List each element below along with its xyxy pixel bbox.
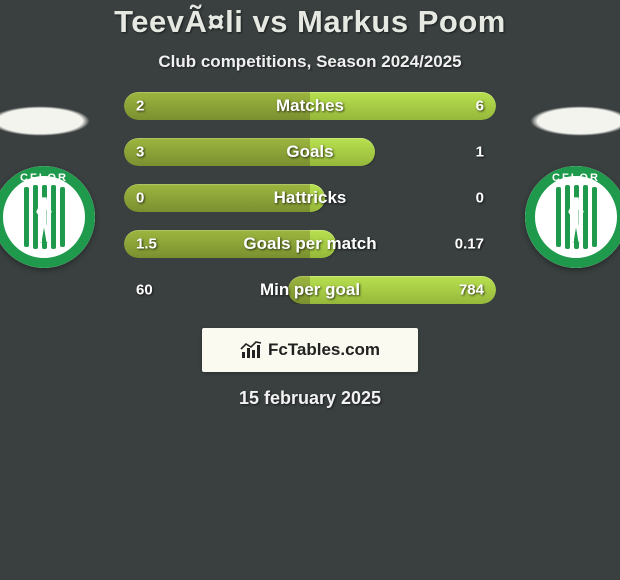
stat-bar: Matches26 (124, 92, 496, 120)
stat-bar-left-value: 0 (136, 190, 144, 207)
stat-bar-right-value: 6 (476, 98, 484, 115)
stat-bar: Min per goal60784 (124, 276, 496, 304)
stat-bar-right-value: 784 (459, 282, 484, 299)
page-subtitle: Club competitions, Season 2024/2025 (0, 52, 620, 72)
brand-chart-icon (240, 341, 262, 359)
stat-bar-left-fill (124, 138, 310, 166)
stat-bar-right-fill (310, 230, 336, 258)
stat-bar-right-fill (310, 92, 496, 120)
club-crest-left: CFLOR (0, 166, 95, 268)
comparison-widget: TeevÃ¤li vs Markus Poom Club competition… (0, 0, 620, 409)
stat-bars: Matches26Goals31Hattricks00Goals per mat… (120, 92, 500, 322)
club-crest-right: CFLOR (525, 166, 620, 268)
stat-bar: Goals31 (124, 138, 496, 166)
player-right-col: CFLOR (500, 92, 620, 268)
stat-bar-left-value: 2 (136, 98, 144, 115)
stat-bar-right-value: 1 (476, 144, 484, 161)
player-right-halo (530, 106, 620, 136)
stat-bar-right-fill (310, 184, 325, 212)
crest-inner (539, 180, 613, 254)
main-row: CFLOR Matches26Goals31Hattricks00Goals p… (0, 92, 620, 322)
player-left-halo (0, 106, 90, 136)
stat-bar-left-value: 1.5 (136, 236, 157, 253)
stat-bar: Hattricks00 (124, 184, 496, 212)
stat-bar-right-fill (310, 138, 375, 166)
player-left-col: CFLOR (0, 92, 120, 268)
stat-bar-left-value: 60 (136, 282, 153, 299)
stat-bar-right-value: 0.17 (455, 236, 484, 253)
stat-bar-right-value: 0 (476, 190, 484, 207)
brand-text: FcTables.com (268, 340, 380, 360)
crest-inner (7, 180, 81, 254)
snapshot-date: 15 february 2025 (0, 388, 620, 409)
stat-bar-left-fill (288, 276, 310, 304)
stat-bar-left-fill (124, 92, 310, 120)
brand-box[interactable]: FcTables.com (202, 328, 418, 372)
stat-bar-left-fill (124, 184, 310, 212)
stat-bar-left-value: 3 (136, 144, 144, 161)
stat-bar: Goals per match1.50.17 (124, 230, 496, 258)
page-title: TeevÃ¤li vs Markus Poom (0, 4, 620, 40)
